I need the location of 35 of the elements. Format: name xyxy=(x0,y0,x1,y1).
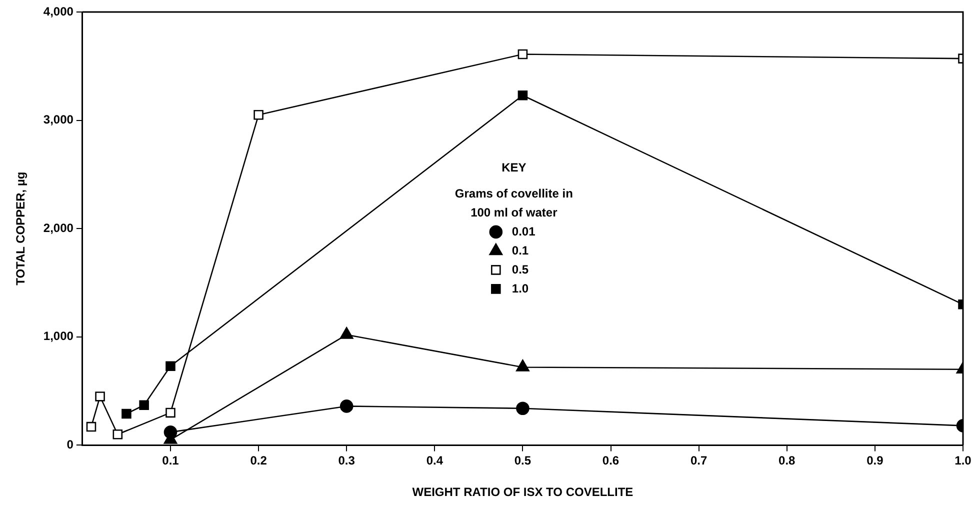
x-tick-label: 0.7 xyxy=(690,454,708,468)
point xyxy=(166,361,176,372)
point xyxy=(122,408,132,419)
x-tick-label: 0.6 xyxy=(602,454,620,468)
legend-title: KEY Grams of covellite in 100 ml of water xyxy=(454,160,573,220)
point xyxy=(516,402,530,416)
x-tick-label: 0.9 xyxy=(866,454,884,468)
legend-label: 0.5 xyxy=(512,262,529,276)
y-tick-label: 2,000 xyxy=(43,220,74,235)
legend-label: 1.0 xyxy=(512,281,529,296)
y-tick-label: 1,000 xyxy=(43,329,74,344)
x-axis-title: WEIGHT RATIO OF ISX TO COVELLITE xyxy=(412,485,634,500)
point xyxy=(95,392,105,402)
y-tick-label: 3,000 xyxy=(43,112,74,127)
x-tick-label: 0.4 xyxy=(426,454,444,468)
point xyxy=(139,400,149,410)
x-tick-label: 0.2 xyxy=(250,454,268,468)
point xyxy=(166,408,176,418)
x-tick-label: 0.3 xyxy=(338,454,356,468)
point xyxy=(112,429,123,440)
point xyxy=(164,426,178,439)
y-axis-title: TOTAL COPPER, µg xyxy=(14,172,28,286)
x-tick-label: 0.5 xyxy=(514,454,532,468)
legend-label: 0.1 xyxy=(512,243,529,258)
x-tick-label: 1.0 xyxy=(954,454,972,468)
point xyxy=(254,110,264,120)
point xyxy=(340,400,354,413)
point xyxy=(86,422,96,432)
legend-label: 0.01 xyxy=(512,224,536,238)
y-tick-label: 4,000 xyxy=(43,4,74,18)
point xyxy=(518,90,528,100)
y-tick-label: 0 xyxy=(66,438,74,452)
x-tick-label: 0.1 xyxy=(162,454,180,468)
point xyxy=(518,49,528,60)
x-tick-label: 0.8 xyxy=(778,454,796,468)
